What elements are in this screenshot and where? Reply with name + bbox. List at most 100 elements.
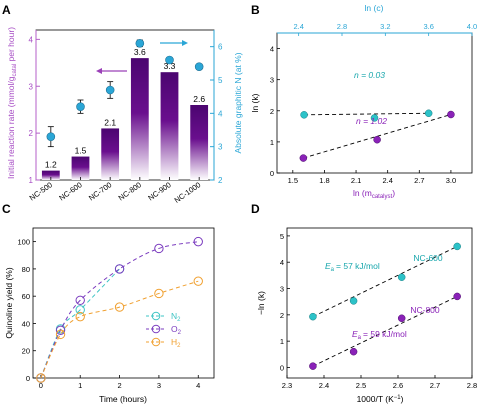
- legend-label: O2: [171, 324, 182, 336]
- bar-NC-700: [101, 128, 120, 180]
- x-tick-label: 2.5: [356, 381, 366, 390]
- panel-d-chart: 2.3 2.4 2.5 2.6 2.7 2.8 0 1 2 3 4 5 NC-600 Ea = 57 kJ/…: [256, 227, 477, 404]
- bar-value-label: 1.5: [75, 146, 87, 156]
- y-tick-label: 80: [22, 265, 30, 274]
- y2-tick-label: 6: [218, 43, 223, 52]
- panel-a-ylabel: Initial reaction rate (mmol/gcatal per h…: [6, 27, 18, 179]
- data-point-cyan: [424, 109, 433, 118]
- x-tick-label: 2.1: [351, 176, 361, 185]
- data-point: [397, 314, 406, 323]
- data-point: [309, 362, 317, 370]
- x-tick-label: 2.7: [414, 176, 424, 185]
- y-tick-label: 4: [270, 45, 274, 54]
- x-tick-label: 4: [196, 381, 200, 390]
- y2-tick-label: 3: [218, 143, 223, 152]
- fit-line-purple: [303, 114, 452, 159]
- data-point: [349, 297, 358, 305]
- x2-tick-label: 2.4: [293, 22, 303, 31]
- y-tick-label: 0: [280, 363, 284, 372]
- data-point-O2: [114, 264, 125, 274]
- panel-b-ylabel: ln (k): [250, 93, 260, 112]
- x-tick-label: 1: [78, 381, 82, 390]
- legend-marker: [151, 337, 161, 347]
- data-point-H2: [114, 302, 125, 312]
- y2-tick-label: 2: [218, 176, 223, 185]
- data-point-cyan: [370, 114, 379, 122]
- x-tick-label: 2.4: [382, 176, 392, 185]
- legend-marker: [151, 311, 161, 321]
- panel-label-a: A: [2, 3, 11, 17]
- panel-d-frame: [286, 227, 473, 379]
- activation-energy-label: Ea = 57 kJ/mol: [325, 261, 380, 273]
- x-tick-label: 2.3: [282, 381, 292, 390]
- fit-line: [312, 246, 458, 318]
- fit-label-purple: n = 1.02: [356, 116, 387, 126]
- panel-c-frame: [32, 227, 215, 379]
- graphitic-n-point: [46, 132, 56, 141]
- data-point-H2: [36, 373, 46, 383]
- y-tick-label: 1: [280, 337, 284, 346]
- x-tick-label: NC-700: [87, 180, 113, 202]
- x-tick-label: 1.8: [319, 176, 329, 185]
- bar-NC-900: [160, 72, 179, 180]
- panel-label-b: B: [251, 3, 260, 17]
- y-tick-label: 3: [270, 76, 274, 85]
- panel-a-right-arrow: [160, 40, 188, 46]
- bar-NC-500: [41, 170, 60, 180]
- legend-label: N2: [171, 311, 181, 323]
- y-tick-label: 1: [29, 176, 34, 185]
- y2-tick-label: 4: [218, 109, 223, 118]
- series-line-H2: [40, 280, 199, 379]
- data-point: [397, 273, 406, 281]
- y-tick-label: 20: [22, 347, 30, 356]
- x-tick-label: NC-800: [117, 180, 143, 202]
- y-tick-label: 5: [280, 232, 284, 241]
- x-tick-label: 2.4: [319, 381, 329, 390]
- graphitic-n-point: [105, 85, 115, 95]
- panel-label-c: C: [2, 202, 11, 216]
- data-point-H2: [193, 276, 203, 286]
- panel-b-chart: 1.5 1.8 2.1 2.4 2.7 3.0 2.4 2.8 3.2 3.6 4.0 0 1 2 3 4 n …: [250, 3, 477, 200]
- series-line-N2: [40, 268, 120, 379]
- panel-c-xlabel: Time (hours): [99, 394, 147, 404]
- data-point-purple: [447, 110, 455, 119]
- data-point: [453, 242, 461, 251]
- y-tick-label: 1: [270, 138, 274, 147]
- data-point: [349, 347, 358, 356]
- x-tick-label: 1.5: [288, 176, 298, 185]
- x-tick-label: 2.8: [467, 381, 477, 390]
- y-tick-label: 60: [22, 292, 30, 301]
- y-tick-label: 2: [270, 107, 274, 116]
- panel-label-d: D: [251, 202, 260, 216]
- bar-value-label: 2.1: [104, 117, 116, 127]
- data-point-O2: [75, 295, 85, 305]
- panel-b-xlabel: ln (mcatalyst): [353, 188, 395, 200]
- y-tick-label: 2: [29, 129, 34, 138]
- y-tick-label: 0: [270, 169, 274, 178]
- legend-marker: [151, 324, 161, 334]
- y-tick-label: 3: [280, 285, 284, 294]
- panel-b-frame: [276, 32, 473, 174]
- y-tick-label: 4: [29, 35, 34, 44]
- data-point-H2: [75, 311, 85, 322]
- x-tick-label: 3.0: [446, 176, 456, 185]
- data-point: [309, 312, 317, 321]
- series-label: NC-600: [413, 253, 443, 263]
- bar-value-label: 2.6: [193, 94, 205, 104]
- bar-value-label: 3.6: [134, 47, 146, 57]
- x2-tick-label: 4.0: [467, 22, 477, 31]
- panel-c-ylabel: Quinoline yield (%): [4, 267, 14, 339]
- x-tick-label: NC-900: [146, 180, 172, 202]
- bar-NC-600: [71, 156, 90, 180]
- bar-NC-800: [130, 58, 149, 180]
- data-point-purple: [373, 135, 381, 144]
- graphitic-n-point: [76, 102, 85, 111]
- x-tick-label: 2.7: [430, 381, 440, 390]
- bar-NC-1000: [190, 105, 209, 180]
- y-tick-label: 100: [17, 238, 30, 247]
- series-line-O2: [40, 241, 199, 379]
- graphitic-n-point: [194, 62, 204, 71]
- data-point-N2: [75, 305, 85, 315]
